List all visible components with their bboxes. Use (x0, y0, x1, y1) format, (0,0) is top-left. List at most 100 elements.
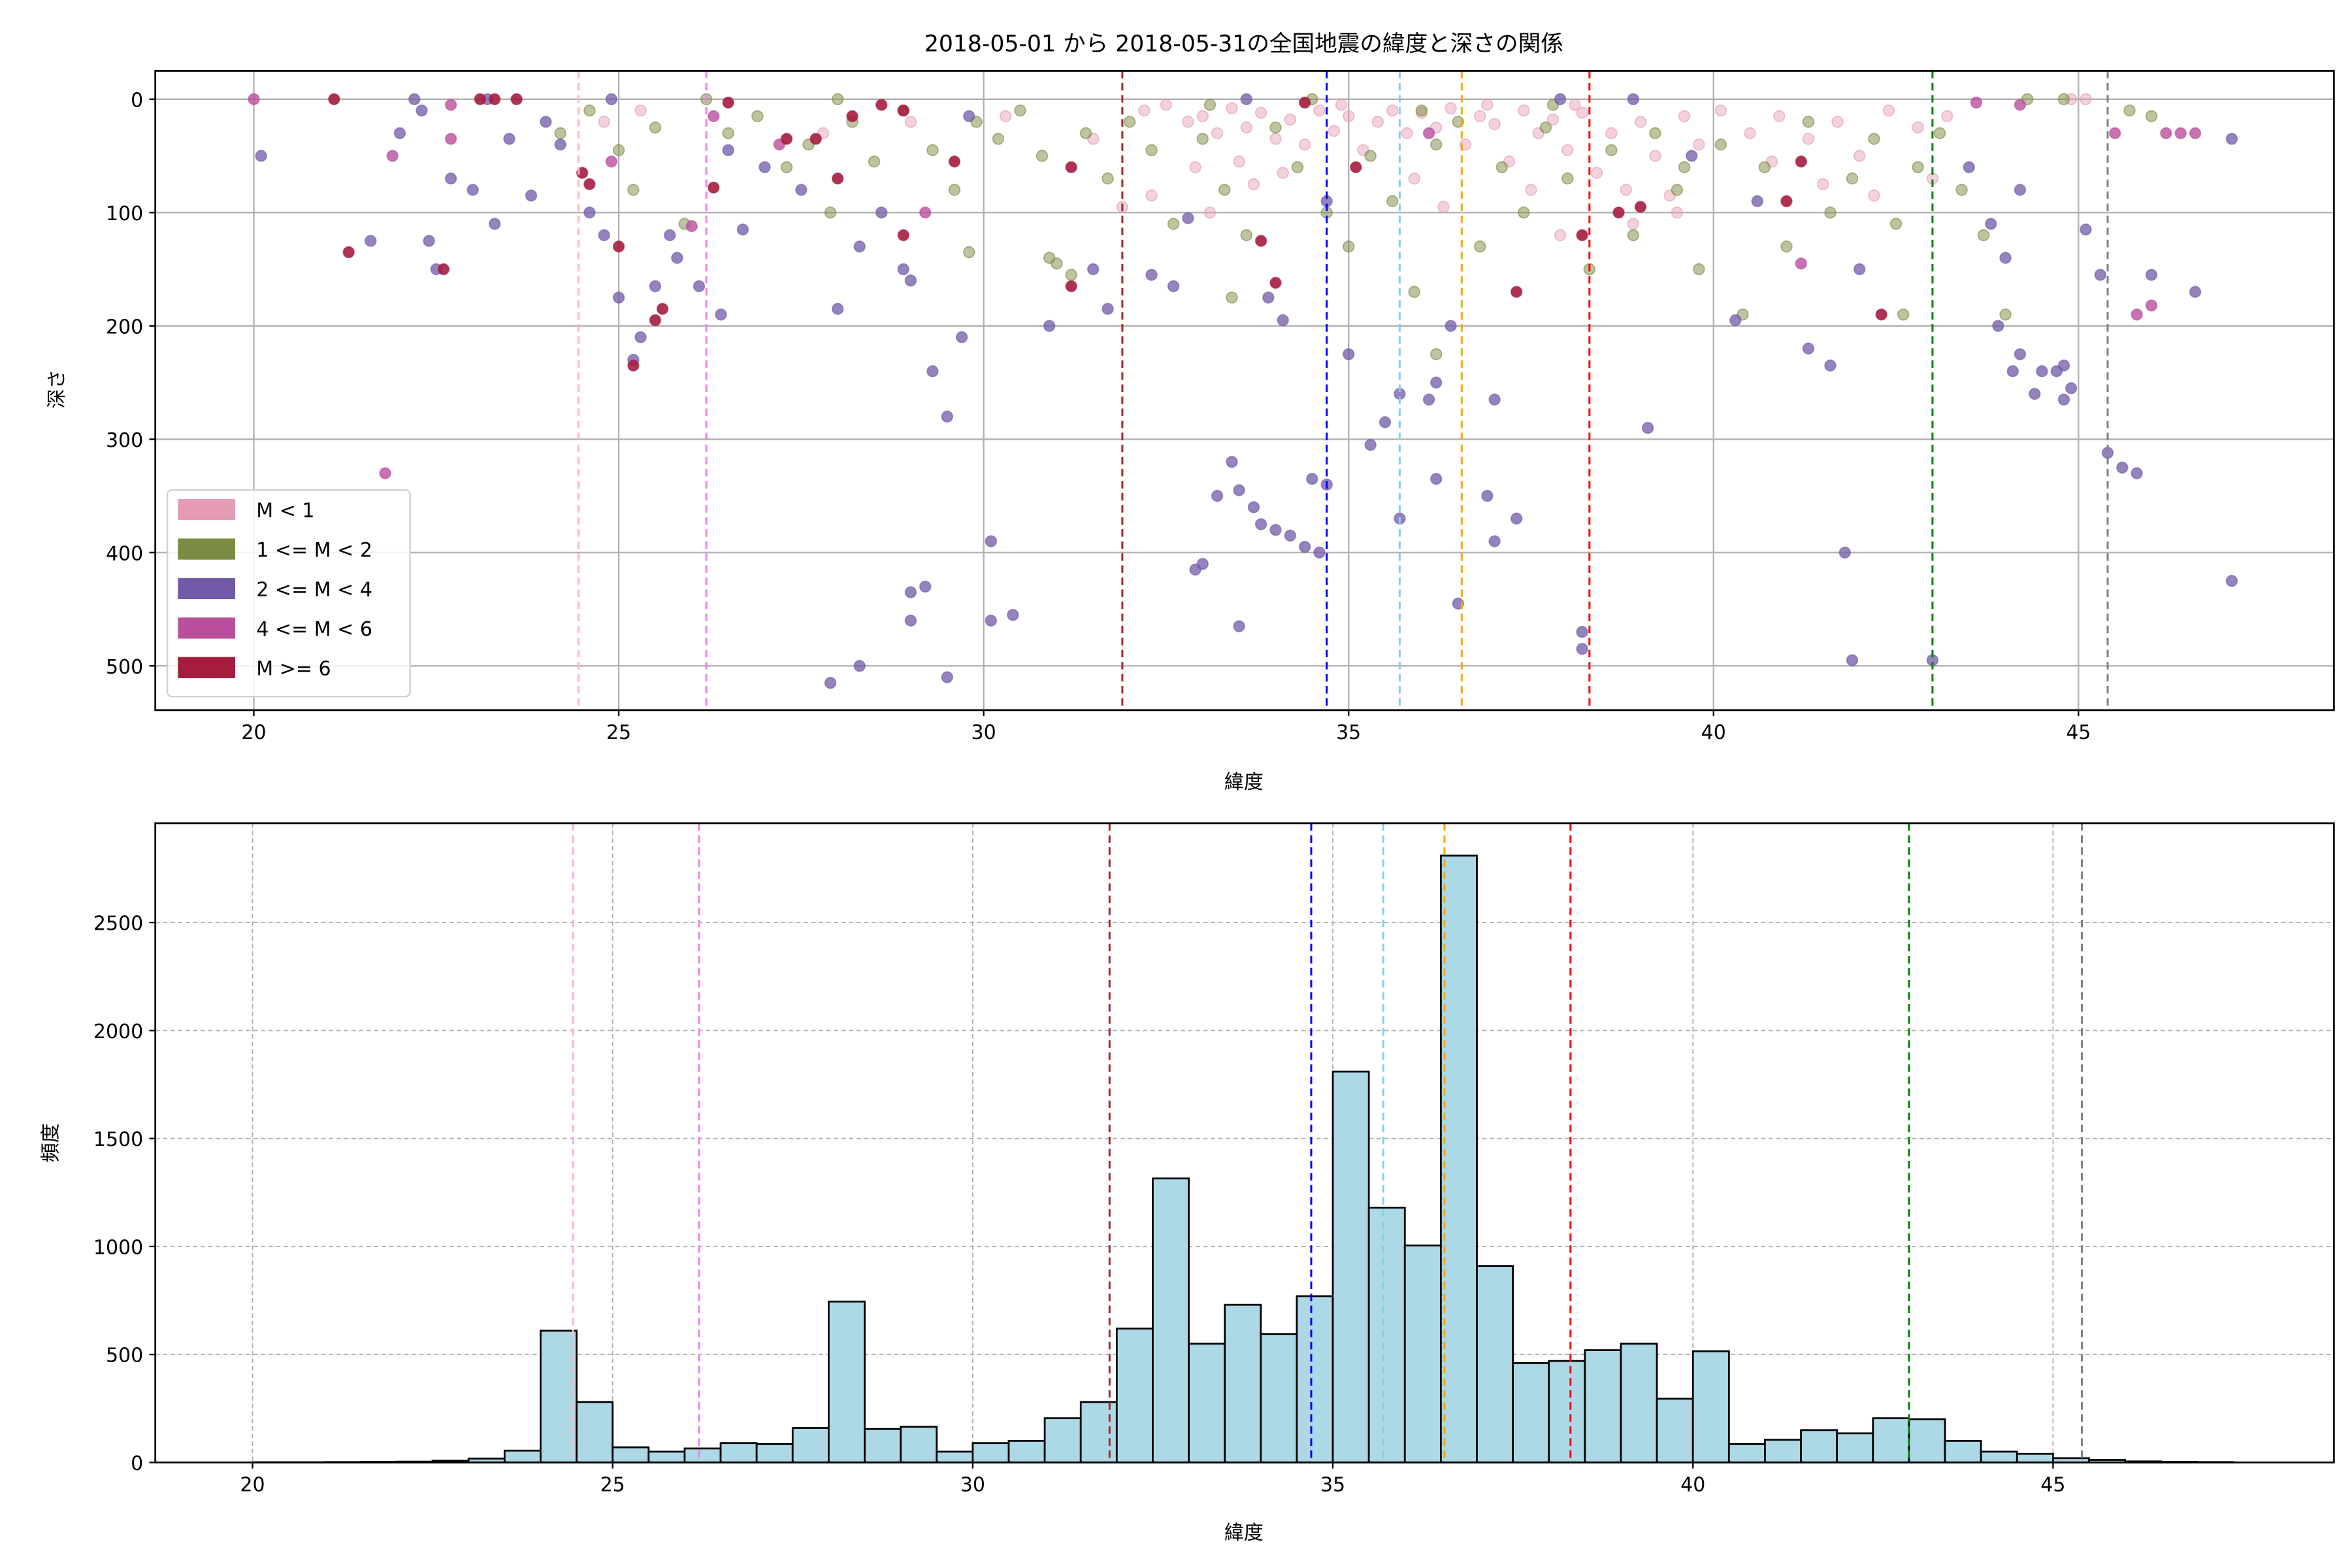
scatter-xlabel: 緯度 (1224, 771, 1264, 794)
scatter-point (868, 155, 881, 168)
scatter-point (1065, 280, 1077, 293)
scatter-point (1218, 184, 1231, 196)
legend-label: M >= 6 (256, 657, 331, 680)
scatter-point (1853, 263, 1866, 276)
histogram-bar (576, 1401, 614, 1463)
scatter-point (1226, 102, 1238, 114)
scatter-point (1277, 314, 1289, 327)
histogram-bar (936, 1450, 974, 1463)
scatter-point (926, 144, 939, 157)
x-tick-label: 35 (1336, 721, 1361, 744)
scatter-point (1211, 127, 1224, 140)
scatter-point (897, 263, 909, 276)
scatter-point (2225, 574, 2238, 587)
scatter-point (904, 586, 917, 598)
histogram-bar (1260, 1333, 1298, 1463)
scatter-point (1007, 608, 1019, 621)
scatter-point (1481, 99, 1494, 111)
histogram-bar (791, 1427, 830, 1463)
histogram-bar (1836, 1432, 1874, 1463)
scatter-point (831, 302, 844, 316)
scatter-point (423, 235, 435, 247)
scatter-point (554, 138, 566, 151)
scatter-point (1992, 319, 2004, 333)
scatter-point (474, 93, 487, 106)
scatter-point (1488, 393, 1501, 406)
histogram-bar (1007, 1440, 1046, 1463)
scatter-point (1371, 116, 1384, 128)
scatter-point (708, 181, 720, 194)
scatter-point (488, 218, 501, 230)
histogram-bar (1224, 1303, 1262, 1463)
scatter-point (1036, 150, 1049, 162)
scatter-point (1313, 104, 1326, 117)
scatter-point (598, 116, 610, 128)
scatter-point (1561, 144, 1574, 157)
histogram-bar (503, 1449, 542, 1463)
scatter-point (897, 229, 909, 242)
scatter-point (904, 274, 917, 287)
scatter-point (2036, 365, 2048, 378)
scatter-point (1284, 529, 1297, 542)
scatter-point (1269, 276, 1282, 289)
scatter-point (722, 144, 734, 157)
legend-swatch (178, 538, 235, 560)
scatter-point (1649, 150, 1661, 162)
histogram-bar (683, 1447, 722, 1463)
histogram-bar (1403, 1244, 1442, 1463)
scatter-point (926, 365, 939, 378)
scatter-point (2014, 99, 2027, 111)
scatter-point (1364, 150, 1377, 162)
scatter-point (1123, 116, 1136, 128)
scatter-point (1342, 110, 1355, 123)
histogram-ylabel: 頻度 (40, 1123, 63, 1162)
scatter-point (1634, 201, 1647, 213)
y-tick-label: 500 (106, 1345, 143, 1367)
scatter-point (1415, 104, 1428, 117)
scatter-point (1605, 144, 1618, 157)
scatter-point (1445, 102, 1457, 114)
histogram-bar (755, 1443, 794, 1463)
scatter-point (2094, 269, 2107, 281)
scatter-point (919, 580, 932, 593)
scatter-point (1226, 291, 1238, 304)
scatter-ylabel: 深さ (46, 369, 69, 408)
scatter-point (831, 93, 844, 106)
scatter-point (897, 104, 909, 117)
histogram-bar (2016, 1452, 2054, 1463)
scatter-point (416, 104, 428, 117)
legend-label: 1 <= M < 2 (256, 539, 372, 562)
scatter-point (1510, 512, 1523, 525)
scatter-point (1203, 99, 1217, 111)
histogram-bar (1152, 1177, 1190, 1463)
scatter-point (1802, 116, 1815, 128)
scatter-point (1284, 113, 1297, 126)
histogram-bar (612, 1446, 650, 1463)
scatter-point (1912, 121, 1924, 134)
scatter-point (1912, 161, 1924, 174)
scatter-point (1430, 472, 1443, 485)
scatter-point (612, 291, 625, 304)
scatter-point (656, 302, 669, 316)
scatter-point (1138, 104, 1151, 117)
scatter-point (1102, 172, 1114, 185)
scatter-point (904, 116, 917, 128)
scatter-point (1102, 302, 1114, 316)
y-tick-label: 1500 (93, 1128, 143, 1151)
scatter-point (2131, 308, 2143, 321)
histogram-bar (1872, 1417, 1910, 1463)
x-tick-label: 30 (960, 1473, 985, 1496)
scatter-point (1846, 654, 1859, 666)
scatter-point (1714, 138, 1727, 151)
scatter-point (846, 110, 858, 123)
scatter-point (693, 280, 706, 293)
scatter-point (2123, 104, 2136, 117)
scatter-point (2057, 393, 2070, 406)
x-tick-label: 45 (2040, 1473, 2065, 1496)
histogram-bar (1691, 1350, 1730, 1463)
histogram-bar (1296, 1295, 1334, 1463)
scatter-point (1634, 116, 1647, 128)
scatter-point (488, 93, 501, 106)
scatter-point (1182, 212, 1194, 225)
scatter-point (1364, 438, 1377, 451)
